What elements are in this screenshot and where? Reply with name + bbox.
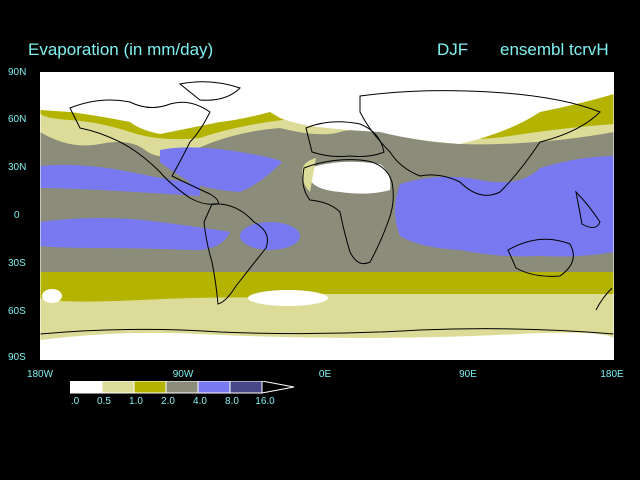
legend-label-4: 4.0 [193,396,207,407]
colorbar-bin-4 [197,381,231,394]
lat-label-30n: 30N [8,162,27,173]
field-sahara-edge [302,158,316,192]
europe-outline [305,121,385,157]
legend-label-6: 16.0 [255,396,275,407]
africa-outline [302,159,394,265]
lon-label-0e: 0E [318,369,332,380]
legend-label-0: .0 [70,396,80,407]
field-s-atlantic [240,222,300,250]
legend-label-2: 1.0 [129,396,143,407]
new-zealand-outline [595,287,613,311]
lat-label-eq: 0 [14,210,20,221]
south-america-outline [203,203,268,305]
lat-label-30s: 30S [8,258,26,269]
lat-label-60n: 60N [8,114,27,125]
field-sh-white-2 [42,289,62,303]
map-title: Evaporation (in mm/day) [28,40,214,59]
legend-label-3: 2.0 [161,396,175,407]
run-label: ensembl tcrvH [500,40,609,59]
field-sahara [310,161,391,194]
season-label: DJF [437,40,469,59]
lat-label-90n: 90N [8,67,27,78]
field-n-pacific [40,164,200,196]
field-n-atlantic [160,147,282,192]
lat-label-60s: 60S [8,306,26,317]
field-antarctic [40,332,614,360]
colorbar-bin-5 [229,381,263,394]
legend-label-1: 0.5 [97,396,111,407]
lon-label-90e: 90E [459,369,477,380]
asia-outline [359,90,601,196]
lon-label-180w: 180W [26,369,54,380]
australia-outline [507,238,574,277]
field-sh-mid [40,279,290,302]
colorbar [70,381,295,394]
field-indo-pacific [395,156,614,257]
field-sh-white-1 [248,290,328,306]
colorbar-bin-1 [101,381,135,394]
coastlines [40,81,614,335]
greenland-outline [178,81,241,101]
colorbar-bin-3 [165,381,199,394]
colorbar-bin-2 [133,381,167,394]
antarctica-outline [40,328,614,335]
evaporation-map [40,72,614,360]
field-s-pacific-east [40,218,230,251]
legend-label-5: 8.0 [225,396,239,407]
papua-outline [575,190,601,228]
lon-label-180e: 180E [600,369,624,380]
colorbar-bin-0 [70,381,103,394]
lat-label-90s: 90S [8,352,26,363]
north-america-outline [69,99,219,205]
lon-label-90w: 90W [172,369,194,380]
colorbar-arrow [261,381,295,394]
field-nh-white [40,72,614,144]
